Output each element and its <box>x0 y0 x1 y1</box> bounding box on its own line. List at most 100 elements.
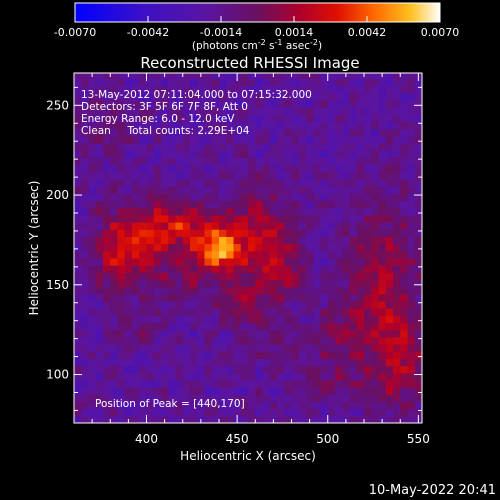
heatmap-cell <box>335 408 343 417</box>
heatmap-cell <box>342 315 351 324</box>
heatmap-cell <box>414 186 422 194</box>
heatmap-cell <box>117 329 126 338</box>
heatmap-cell <box>211 272 220 281</box>
heatmap-cell <box>81 365 90 374</box>
heatmap-cell <box>103 236 111 245</box>
heatmap-cell <box>335 186 343 194</box>
heatmap-cell <box>168 329 177 338</box>
heatmap-cell <box>81 73 90 79</box>
heatmap-cell <box>291 257 300 266</box>
heatmap-cell <box>81 272 90 281</box>
heatmap-cell <box>95 229 104 237</box>
heatmap-cell <box>81 279 90 288</box>
heatmap-cell <box>74 379 82 388</box>
heatmap-cell <box>146 214 155 223</box>
heatmap-cell <box>356 171 365 180</box>
heatmap-cell <box>74 250 82 259</box>
heatmap-cell <box>320 293 329 302</box>
heatmap-cell <box>197 308 206 316</box>
heatmap-cell <box>313 114 322 123</box>
heatmap-cell <box>95 344 104 352</box>
heatmap-cell <box>364 193 372 202</box>
heatmap-cell <box>175 85 184 94</box>
heatmap-cell <box>327 186 336 194</box>
heatmap-cell <box>110 286 119 295</box>
heatmap-cell <box>197 372 206 381</box>
heatmap-cell <box>320 229 329 237</box>
heatmap-cell <box>327 300 336 309</box>
heatmap-cell <box>132 221 140 230</box>
heatmap-cell <box>255 143 264 151</box>
heatmap-cell <box>168 379 177 388</box>
heatmap-cell <box>393 85 401 94</box>
heatmap-cell <box>349 336 358 345</box>
heatmap-cell <box>226 107 235 115</box>
heatmap-cell <box>255 78 264 87</box>
heatmap-cell <box>364 207 372 216</box>
heatmap-cell <box>240 221 249 230</box>
heatmap-cell <box>269 293 278 302</box>
annotation-detectors: Detectors: 3F 5F 6F 7F 8F, Att 0 <box>81 101 248 113</box>
heatmap-cell <box>233 265 242 273</box>
heatmap-cell <box>197 408 206 417</box>
heatmap-cell <box>342 236 351 245</box>
heatmap-cell <box>393 293 401 302</box>
heatmap-cell <box>378 214 387 223</box>
heatmap-cell <box>175 308 184 316</box>
heatmap-cell <box>190 73 198 79</box>
heatmap-cell <box>364 265 372 273</box>
heatmap-cell <box>117 243 126 252</box>
heatmap-cell <box>414 200 422 209</box>
heatmap-cell <box>269 387 278 395</box>
heatmap-cell <box>248 200 256 209</box>
heatmap-cell <box>124 336 133 345</box>
heatmap-cell <box>385 272 394 281</box>
heatmap-cell <box>393 379 401 388</box>
heatmap-cell <box>190 415 198 423</box>
heatmap-cell <box>226 85 235 94</box>
heatmap-cell <box>219 107 227 115</box>
heatmap-cell <box>175 214 184 223</box>
heatmap-cell <box>197 207 206 216</box>
heatmap-cell <box>400 257 409 266</box>
heatmap-cell <box>219 121 227 130</box>
heatmap-cell <box>240 157 249 166</box>
heatmap-cell <box>364 92 372 101</box>
heatmap-cell <box>132 336 140 345</box>
heatmap-cell <box>132 365 140 374</box>
heatmap-cell <box>182 257 191 266</box>
heatmap-cell <box>233 178 242 187</box>
heatmap-cell <box>226 315 235 324</box>
heatmap-cell <box>190 157 198 166</box>
heatmap-cell <box>95 286 104 295</box>
heatmap-cell <box>226 379 235 388</box>
heatmap-cell <box>349 401 358 410</box>
heatmap-cell <box>407 293 416 302</box>
heatmap-cell <box>190 121 198 130</box>
heatmap-cell <box>356 214 365 223</box>
heatmap-cell <box>313 143 322 151</box>
heatmap-cell <box>103 351 111 359</box>
heatmap-cell <box>298 178 307 187</box>
heatmap-cell <box>197 85 206 94</box>
y-tick-label: 100 <box>46 368 69 382</box>
heatmap-cell <box>124 78 133 87</box>
heatmap-cell <box>146 308 155 316</box>
heatmap-cell <box>233 207 242 216</box>
heatmap-cell <box>226 78 235 87</box>
heatmap-cell <box>248 143 256 151</box>
heatmap-cell <box>335 164 343 173</box>
heatmap-cell <box>175 121 184 130</box>
heatmap-cell <box>327 250 336 259</box>
heatmap-cell <box>161 358 169 367</box>
heatmap-cell <box>233 257 242 266</box>
heatmap-cell <box>146 300 155 309</box>
heatmap-cell <box>364 85 372 94</box>
heatmap-cell <box>146 236 155 245</box>
heatmap-cell <box>342 257 351 266</box>
heatmap-cell <box>74 401 82 410</box>
heatmap-cell <box>204 257 213 266</box>
heatmap-cell <box>81 193 90 202</box>
heatmap-cell <box>269 107 278 115</box>
heatmap-cell <box>327 128 336 137</box>
